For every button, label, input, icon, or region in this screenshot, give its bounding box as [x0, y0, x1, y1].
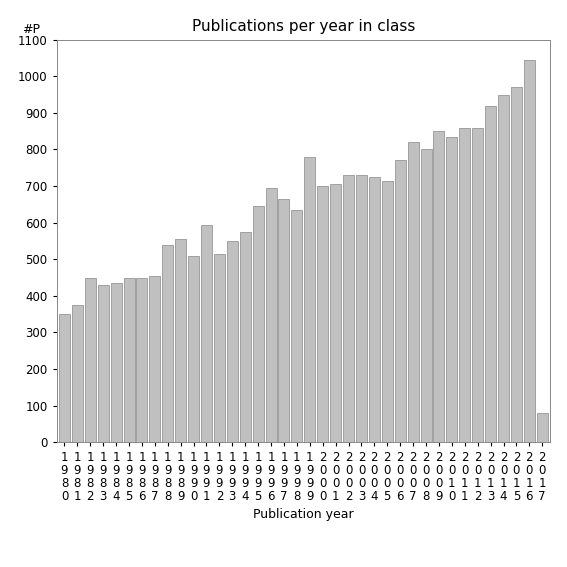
Bar: [330, 184, 341, 442]
Bar: [537, 413, 548, 442]
Bar: [511, 87, 522, 442]
Bar: [408, 142, 418, 442]
Bar: [278, 199, 290, 442]
Bar: [433, 131, 445, 442]
Bar: [85, 278, 96, 442]
X-axis label: Publication year: Publication year: [253, 508, 354, 521]
Bar: [201, 225, 212, 442]
Bar: [175, 239, 186, 442]
Bar: [395, 160, 405, 442]
Bar: [304, 157, 315, 442]
Bar: [343, 175, 354, 442]
Text: #P: #P: [22, 23, 40, 36]
Bar: [382, 180, 393, 442]
Bar: [72, 305, 83, 442]
Bar: [498, 95, 509, 442]
Bar: [485, 105, 496, 442]
Bar: [356, 175, 367, 442]
Bar: [111, 283, 121, 442]
Bar: [524, 60, 535, 442]
Bar: [240, 232, 251, 442]
Bar: [421, 150, 431, 442]
Bar: [162, 244, 174, 442]
Bar: [253, 206, 264, 442]
Bar: [98, 285, 109, 442]
Bar: [459, 128, 470, 442]
Bar: [317, 186, 328, 442]
Bar: [214, 254, 225, 442]
Bar: [369, 177, 380, 442]
Bar: [291, 210, 302, 442]
Bar: [124, 278, 134, 442]
Bar: [472, 128, 483, 442]
Bar: [149, 276, 160, 442]
Bar: [59, 314, 70, 442]
Title: Publications per year in class: Publications per year in class: [192, 19, 415, 35]
Bar: [188, 256, 199, 442]
Bar: [446, 137, 458, 442]
Bar: [137, 278, 147, 442]
Bar: [227, 241, 238, 442]
Bar: [265, 188, 277, 442]
